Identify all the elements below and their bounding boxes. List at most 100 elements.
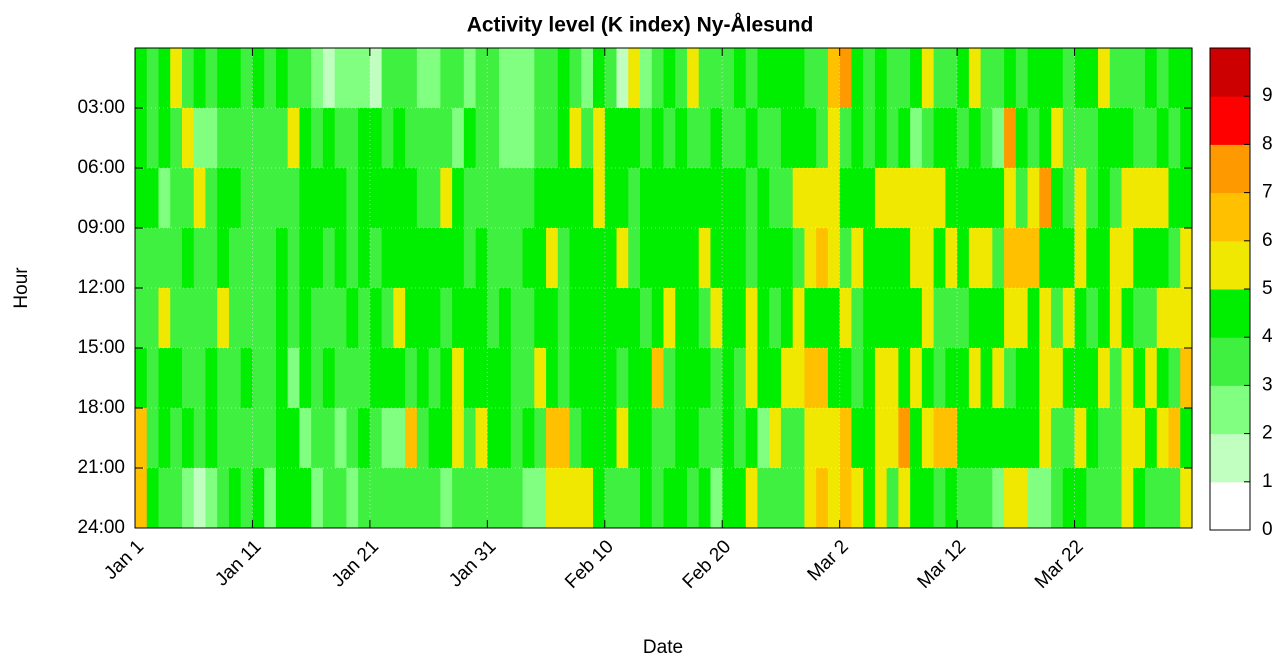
y-tick-label: 09:00 (77, 217, 125, 238)
heatmap-cell (381, 408, 394, 468)
heatmap-cell (816, 468, 829, 528)
heatmap-cell (557, 108, 571, 168)
heatmap-cell (299, 108, 312, 168)
heatmap-cell (499, 468, 512, 528)
heatmap-cell (546, 168, 559, 228)
heatmap-cell (921, 468, 935, 528)
heatmap-cell (675, 288, 688, 348)
heatmap-cell (369, 48, 383, 108)
heatmap-cell (980, 408, 993, 468)
heatmap-cell (205, 348, 218, 408)
heatmap-cell (581, 168, 594, 228)
heatmap-cell (722, 468, 735, 528)
heatmap-cell (933, 348, 946, 408)
heatmap-cell (863, 348, 876, 408)
heatmap-cell (769, 168, 782, 228)
heatmap-cell (1039, 168, 1052, 228)
colorbar-swatch (1210, 289, 1250, 338)
heatmap-cell (686, 108, 700, 168)
heatmap-cell (1156, 468, 1170, 528)
heatmap-cell (146, 108, 160, 168)
heatmap-cell (499, 348, 512, 408)
heatmap-cell (733, 48, 747, 108)
heatmap-cell (1168, 288, 1181, 348)
colorbar-swatch (1210, 385, 1250, 435)
heatmap-cell (322, 168, 336, 228)
heatmap-cell (158, 408, 171, 468)
heatmap-cell (405, 468, 418, 528)
heatmap-cell (1109, 108, 1123, 168)
heatmap-cell (710, 408, 723, 468)
heatmap-cell (827, 168, 841, 228)
x-tick-label: Feb 10 (561, 536, 618, 593)
heatmap-cell (1074, 408, 1087, 468)
heatmap-cell (557, 348, 571, 408)
heatmap-cell (405, 228, 418, 288)
heatmap-cell (769, 288, 782, 348)
heatmap-cell (287, 48, 301, 108)
heatmap-cell (640, 468, 653, 528)
heatmap-cell (1004, 408, 1017, 468)
heatmap-cell (886, 228, 899, 288)
heatmap-cell (816, 348, 829, 408)
heatmap-cell (898, 228, 911, 288)
heatmap-cell (686, 168, 700, 228)
heatmap-cell (416, 168, 430, 228)
heatmap-cell (546, 48, 559, 108)
heatmap-cell (358, 408, 371, 468)
heatmap-cell (346, 228, 359, 288)
heatmap-cell (957, 228, 970, 288)
heatmap-cell (428, 408, 441, 468)
heatmap-cell (863, 288, 876, 348)
heatmap-cell (1121, 168, 1134, 228)
heatmap-cell (1074, 468, 1087, 528)
heatmap-cell (205, 288, 218, 348)
heatmap-cell (557, 168, 571, 228)
heatmap-cell (1168, 228, 1181, 288)
heatmap-cell (874, 408, 888, 468)
heatmap-cell (569, 288, 582, 348)
heatmap-cell (839, 348, 853, 408)
heatmap-cell (499, 108, 512, 168)
heatmap-cell (1004, 348, 1017, 408)
heatmap-cell (957, 468, 970, 528)
heatmap-cell (287, 168, 301, 228)
heatmap-cell (1121, 468, 1134, 528)
heatmap-cell (780, 468, 794, 528)
heatmap-cell (405, 168, 418, 228)
heatmap-cell (369, 228, 383, 288)
heatmap-cell (287, 468, 301, 528)
heatmap-cell (1004, 168, 1017, 228)
heatmap-cell (1121, 108, 1134, 168)
heatmap-cell (780, 108, 794, 168)
heatmap-cell (1027, 468, 1040, 528)
heatmap-cell (863, 108, 876, 168)
heatmap-cell (463, 408, 477, 468)
heatmap-cell (381, 48, 394, 108)
heatmap-cell (1027, 168, 1040, 228)
y-tick-label: 18:00 (77, 397, 125, 418)
heatmap-cell (710, 348, 723, 408)
colorbar-tick-label: 8 (1262, 133, 1273, 154)
x-tick-label: Mar 22 (1031, 536, 1088, 593)
heatmap-cell (252, 228, 265, 288)
heatmap-cell (193, 348, 207, 408)
heatmap-cell (416, 408, 430, 468)
heatmap-cell (322, 228, 336, 288)
heatmap-cell (463, 348, 477, 408)
heatmap-cell (874, 168, 888, 228)
heatmap-cell (405, 408, 418, 468)
heatmap-cell (405, 288, 418, 348)
heatmap-cell (640, 408, 653, 468)
heatmap-cell (557, 468, 571, 528)
heatmap-cell (1074, 168, 1087, 228)
heatmap-cell (675, 108, 688, 168)
heatmap-cell (769, 468, 782, 528)
heatmap-cell (275, 48, 289, 108)
heatmap-cell (663, 48, 676, 108)
heatmap-cell (1004, 288, 1017, 348)
heatmap-cell (804, 108, 817, 168)
heatmap-cell (569, 408, 582, 468)
colorbar-tick-label: 4 (1262, 326, 1273, 347)
heatmap-cell (322, 348, 336, 408)
